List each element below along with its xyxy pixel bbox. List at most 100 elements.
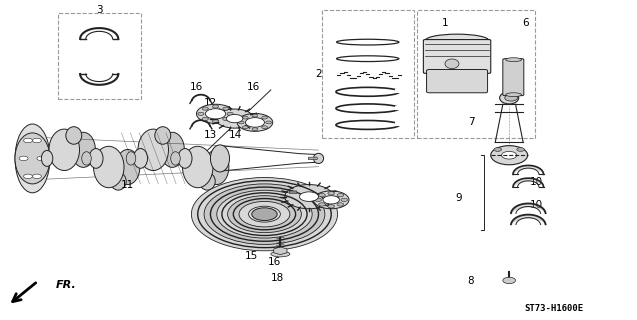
FancyBboxPatch shape [427, 69, 487, 93]
Ellipse shape [313, 153, 324, 164]
Circle shape [505, 95, 517, 101]
FancyBboxPatch shape [503, 59, 524, 96]
Circle shape [191, 178, 338, 251]
Ellipse shape [506, 58, 522, 61]
Circle shape [202, 117, 208, 121]
Ellipse shape [126, 152, 136, 165]
Ellipse shape [15, 133, 50, 184]
Text: 15: 15 [245, 251, 259, 260]
Text: 7: 7 [468, 117, 475, 127]
Ellipse shape [138, 129, 169, 171]
Text: 12: 12 [204, 98, 217, 108]
Text: 3: 3 [96, 5, 103, 15]
Ellipse shape [49, 129, 80, 171]
Circle shape [243, 116, 248, 119]
Circle shape [223, 107, 229, 110]
Circle shape [204, 184, 325, 244]
Ellipse shape [445, 59, 459, 68]
Text: 10: 10 [530, 177, 543, 187]
Ellipse shape [116, 149, 140, 185]
Circle shape [501, 151, 517, 159]
Circle shape [252, 208, 277, 220]
Circle shape [217, 190, 312, 238]
Text: 18: 18 [271, 273, 284, 283]
Text: 6: 6 [522, 18, 528, 28]
Circle shape [285, 185, 333, 209]
Text: FR.: FR. [55, 280, 76, 290]
Circle shape [328, 205, 334, 208]
Ellipse shape [199, 172, 215, 190]
Text: ST73-H1600E: ST73-H1600E [524, 304, 583, 313]
Circle shape [341, 198, 348, 202]
Text: 8: 8 [468, 276, 475, 286]
Text: 16: 16 [247, 82, 260, 92]
Circle shape [24, 138, 32, 143]
Circle shape [212, 105, 218, 108]
FancyBboxPatch shape [289, 191, 297, 194]
Ellipse shape [182, 146, 213, 188]
Circle shape [226, 115, 243, 123]
Circle shape [245, 118, 264, 127]
Circle shape [19, 156, 28, 161]
Text: 16: 16 [268, 257, 281, 267]
Circle shape [318, 194, 326, 197]
Text: 16: 16 [190, 82, 203, 92]
Ellipse shape [71, 132, 96, 167]
Ellipse shape [89, 148, 103, 168]
Circle shape [223, 117, 229, 121]
Circle shape [32, 138, 41, 143]
Ellipse shape [210, 145, 229, 172]
Ellipse shape [171, 152, 180, 165]
Circle shape [503, 277, 515, 284]
Circle shape [243, 126, 248, 129]
Circle shape [198, 112, 204, 116]
Circle shape [239, 201, 290, 227]
Ellipse shape [15, 124, 50, 193]
Circle shape [266, 121, 271, 124]
Ellipse shape [161, 132, 184, 167]
Ellipse shape [204, 149, 229, 185]
FancyBboxPatch shape [424, 40, 490, 73]
Circle shape [227, 196, 301, 233]
Circle shape [32, 174, 41, 179]
Circle shape [328, 192, 334, 195]
Ellipse shape [82, 152, 91, 165]
Ellipse shape [110, 172, 126, 190]
Circle shape [318, 203, 326, 206]
Circle shape [202, 107, 208, 110]
Circle shape [248, 206, 280, 222]
Circle shape [196, 104, 234, 123]
Circle shape [227, 112, 233, 116]
Ellipse shape [94, 146, 124, 188]
Ellipse shape [134, 148, 148, 168]
Circle shape [337, 194, 344, 197]
Circle shape [494, 148, 501, 151]
Ellipse shape [490, 146, 527, 165]
Ellipse shape [155, 127, 171, 144]
Circle shape [337, 203, 344, 206]
Circle shape [252, 128, 258, 131]
Circle shape [215, 109, 254, 128]
Circle shape [37, 156, 46, 161]
Ellipse shape [426, 34, 489, 47]
Text: 1: 1 [442, 18, 449, 28]
Text: 9: 9 [455, 193, 462, 203]
Circle shape [299, 192, 318, 201]
Circle shape [315, 198, 322, 202]
Circle shape [205, 109, 225, 119]
Circle shape [237, 114, 273, 131]
Circle shape [262, 126, 268, 129]
Ellipse shape [178, 148, 192, 168]
Circle shape [24, 174, 32, 179]
Ellipse shape [506, 93, 522, 97]
Text: 14: 14 [229, 130, 243, 140]
Text: 13: 13 [204, 130, 217, 140]
Circle shape [238, 121, 244, 124]
Ellipse shape [66, 127, 82, 144]
Circle shape [262, 116, 268, 119]
Ellipse shape [41, 150, 53, 166]
Ellipse shape [271, 251, 290, 257]
Circle shape [323, 196, 340, 204]
Text: 11: 11 [121, 180, 134, 190]
Text: 2: 2 [315, 69, 322, 79]
